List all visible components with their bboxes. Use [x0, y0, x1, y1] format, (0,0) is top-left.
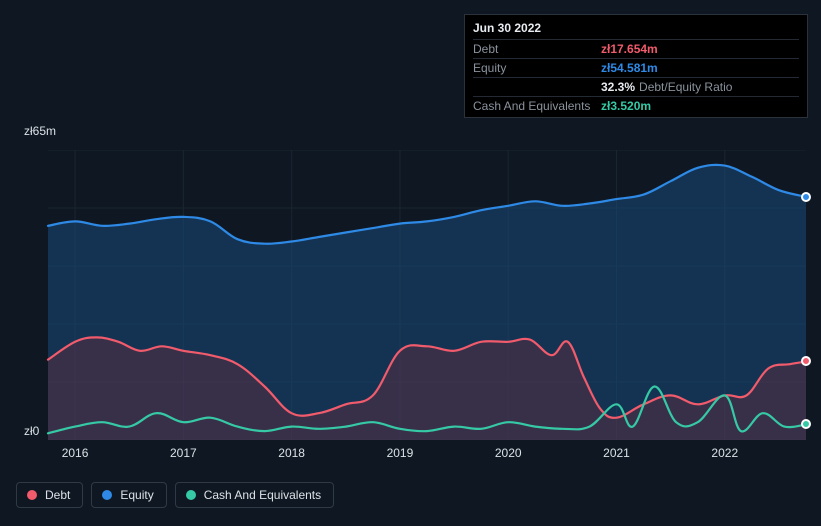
xaxis-tick-label: 2021: [603, 446, 630, 460]
xaxis-tick-label: 2018: [278, 446, 305, 460]
series-end-marker: [801, 356, 811, 366]
legend-item-cash[interactable]: Cash And Equivalents: [175, 482, 334, 508]
series-end-marker: [801, 419, 811, 429]
legend-label: Cash And Equivalents: [204, 488, 321, 502]
tooltip-row-suffix: Debt/Equity Ratio: [639, 80, 732, 94]
xaxis-tick-label: 2020: [495, 446, 522, 460]
legend: Debt Equity Cash And Equivalents: [16, 482, 334, 508]
tooltip-row: 32.3%Debt/Equity Ratio: [473, 77, 799, 96]
tooltip-row-label: Equity: [473, 61, 601, 75]
tooltip-row-value: zł17.654m: [601, 42, 658, 56]
tooltip-date: Jun 30 2022: [473, 19, 799, 39]
tooltip-row: Debtzł17.654m: [473, 39, 799, 58]
xaxis-tick-label: 2019: [387, 446, 414, 460]
series-end-marker: [801, 192, 811, 202]
legend-label: Debt: [45, 488, 70, 502]
tooltip-row-label: Cash And Equivalents: [473, 99, 601, 113]
chart-area[interactable]: [16, 150, 806, 440]
legend-label: Equity: [120, 488, 153, 502]
tooltip-row-value: zł54.581m: [601, 61, 658, 75]
tooltip-row-value: 32.3%Debt/Equity Ratio: [601, 80, 732, 94]
tooltip-row-label: [473, 80, 601, 94]
chart-svg: [16, 150, 806, 440]
legend-swatch-icon: [27, 490, 37, 500]
xaxis-tick-label: 2017: [170, 446, 197, 460]
xaxis-tick-label: 2016: [62, 446, 89, 460]
yaxis-max-label: zł65m: [24, 124, 56, 138]
tooltip-row-value: zł3.520m: [601, 99, 651, 113]
xaxis: 2016 2017 2018 2019 2020 2021 2022: [16, 446, 806, 464]
legend-swatch-icon: [102, 490, 112, 500]
xaxis-tick-label: 2022: [711, 446, 738, 460]
legend-item-debt[interactable]: Debt: [16, 482, 83, 508]
hover-tooltip: Jun 30 2022 Debtzł17.654mEquityzł54.581m…: [464, 14, 808, 118]
tooltip-row-label: Debt: [473, 42, 601, 56]
tooltip-row: Cash And Equivalentszł3.520m: [473, 96, 799, 115]
legend-swatch-icon: [186, 490, 196, 500]
legend-item-equity[interactable]: Equity: [91, 482, 166, 508]
tooltip-row: Equityzł54.581m: [473, 58, 799, 77]
